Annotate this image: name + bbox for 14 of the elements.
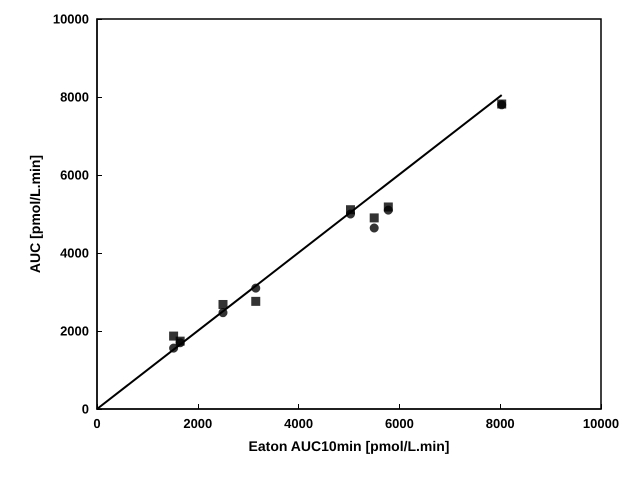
x-axis-title: Eaton AUC10min [pmol/L.min]: [248, 438, 450, 454]
x-tick-label: 2000: [183, 416, 212, 431]
y-tick-label: 10000: [52, 12, 89, 26]
x-tick-label: 6000: [384, 416, 414, 431]
x-tick-label: 8000: [486, 416, 515, 431]
y-tick-label: 2000: [60, 324, 89, 338]
y-tick-label: 6000: [60, 168, 89, 182]
y-tick-label: 0: [82, 402, 89, 416]
x-tick-label: 4000: [284, 416, 314, 431]
y-axis-title: AUC [pmol/L.min]: [26, 154, 43, 274]
x-tick-label: 10000: [582, 416, 620, 431]
x-tick-label: 0: [93, 416, 101, 431]
y-tick-label: 8000: [60, 90, 89, 104]
y-tick-label: 4000: [60, 246, 89, 260]
